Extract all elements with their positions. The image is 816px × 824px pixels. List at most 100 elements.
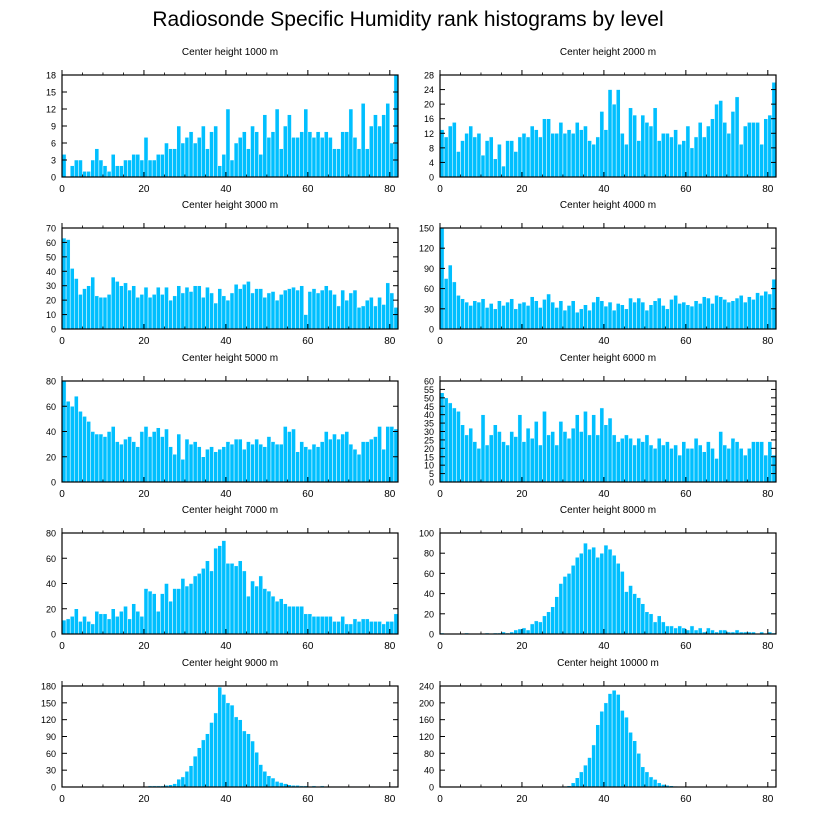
histogram-bar [533,300,539,330]
histogram-bar [587,548,592,635]
histogram-bar [205,733,210,788]
histogram-bar [620,304,625,330]
histogram-bar [738,295,744,330]
histogram-bar [615,303,621,330]
histogram-bar [86,285,91,330]
histogram-bar [278,148,284,178]
histogram-bar [274,600,280,635]
histogram-bar [566,573,572,635]
histogram-bar [381,304,386,330]
histogram-bar [283,603,288,635]
histogram-bar [747,448,752,483]
histogram-bar [287,114,292,178]
histogram-bar [250,580,255,635]
histogram-bar [242,570,247,635]
histogram-bar [730,111,736,178]
histogram-bar [574,311,580,330]
histogram-bar [201,125,206,178]
histogram-bar [452,281,457,330]
histogram-bar [266,775,272,788]
histogram-bar [693,136,699,178]
histogram-bar [484,140,490,178]
histogram-bar [701,136,707,178]
histogram-bar [759,143,764,178]
y-tick-label: 20 [424,609,434,619]
histogram-bar [591,546,596,635]
histogram-bar [74,278,79,330]
y-tick-label: 120 [419,732,434,742]
histogram-bar [493,308,498,330]
histogram-bar [525,427,531,483]
histogram-bar [570,565,576,635]
x-tick-label: 40 [220,794,232,805]
histogram-panel: Center height 10000 m 0 20 40 60 80 0 40 80 120 16… [419,658,777,805]
histogram-panel: Center height 8000 m 0 20 40 60 80 0 20 40 60 80 10… [419,505,777,652]
histogram-bar [755,292,760,330]
panel-frame [439,532,777,635]
histogram-bar [78,159,83,178]
histogram-bar [147,159,153,178]
histogram-bar [697,444,703,483]
histogram-bar [628,297,633,330]
y-tick-label: 20 [424,444,434,454]
histogram-panel: Center height 1000 m 0 20 40 60 80 0 3 6 9 12 15 18 [46,47,399,195]
histogram-bar [521,133,527,178]
x-tick-label: 0 [437,641,443,652]
histogram-bar [139,616,145,635]
y-tick-label: 20 [46,296,56,306]
histogram-bar [213,125,218,178]
histogram-bar [661,305,666,330]
histogram-bar [501,305,506,330]
histogram-bar [233,438,239,483]
x-tick-label: 80 [762,489,774,500]
histogram-bar [628,732,633,788]
histogram-bar [579,431,584,483]
histogram-bar [546,118,551,178]
histogram-bar [726,133,732,178]
histogram-bar [192,575,198,635]
histogram-bar [550,431,555,483]
y-tick-label: 5 [429,469,434,479]
y-tick-label: 0 [51,173,56,183]
histogram-bar [102,436,108,483]
histogram-bar [558,421,564,483]
histogram-bar [196,446,202,483]
histogram-bar [139,294,145,330]
histogram-bar [751,122,756,178]
histogram-bar [714,103,719,178]
x-tick-label: 80 [762,184,774,195]
histogram-bar [718,431,723,483]
histogram-bar [648,125,654,178]
histogram-bar [751,441,756,483]
y-tick-label: 200 [419,698,434,708]
histogram-bar [759,295,764,330]
histogram-bar [636,597,642,635]
histogram-bar [624,716,629,788]
histogram-bar [452,122,457,178]
y-tick-label: 80 [46,377,56,387]
histogram-bar [472,136,478,178]
histogram-bar [759,441,764,483]
histogram-bar [381,448,386,483]
histogram-bar [237,438,243,483]
histogram-bar [464,301,469,330]
histogram-bar [644,771,650,788]
histogram-bar [493,424,498,483]
histogram-bar [373,114,378,178]
y-tick-label: 30 [424,427,434,437]
histogram-bar [562,309,568,330]
histogram-bar [155,611,161,635]
histogram-bar [82,288,87,330]
histogram-bar [78,294,83,330]
histogram-bar [681,441,687,483]
y-tick-label: 160 [419,715,434,725]
histogram-bar [106,618,112,635]
histogram-bar [591,744,596,788]
histogram-bar [131,285,137,330]
histogram-bar [738,448,744,483]
histogram-bar [102,297,108,330]
histogram-bar [472,300,478,330]
histogram-bar [315,616,321,635]
histogram-bar [570,427,576,483]
y-tick-label: 4 [429,158,434,168]
